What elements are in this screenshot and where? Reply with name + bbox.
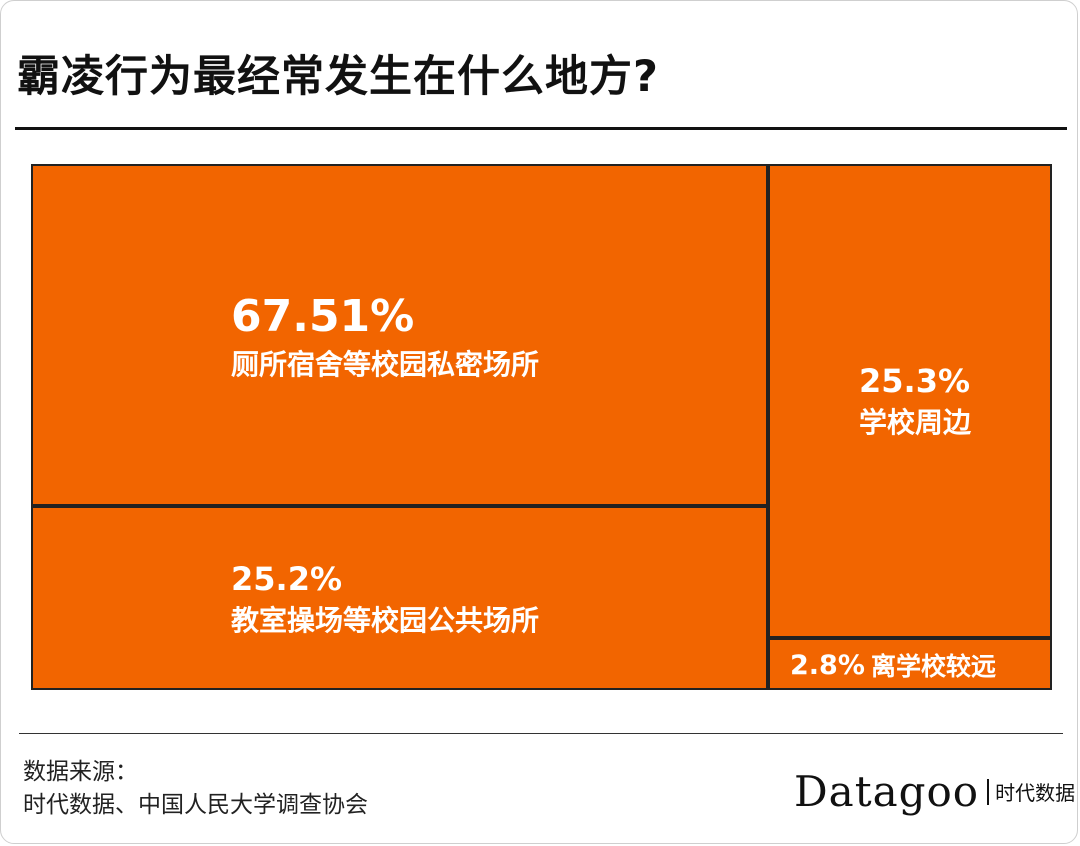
treemap-cell-private-areas [31,164,768,506]
value-label-far-from-school: 2.8% [790,650,865,681]
footer-divider [19,733,1063,734]
value-label-public-areas: 25.2% [231,560,343,598]
value-label-school-surroundings: 25.3% [859,362,971,400]
brand-sub: 时代数据 [995,781,1076,805]
source-text: 时代数据、中国人民大学调查协会 [23,792,368,818]
source-label: 数据来源： [23,759,138,785]
title-divider [15,127,1067,130]
value-label-private-areas: 67.51% [231,291,415,342]
brand-name: Datagoo [794,767,980,816]
treemap-cell-far-from-school [768,638,1052,690]
category-label-private-areas: 厕所宿舍等校园私密场所 [231,348,540,381]
brand-separator [987,778,990,805]
category-label-school-surroundings: 学校周边 [859,406,972,439]
category-label-public-areas: 教室操场等校园公共场所 [231,604,540,637]
treemap-cell-public-areas [31,506,768,690]
brand-logo: Datagoo 时代数据 [794,767,1075,816]
category-label-far-from-school: 离学校较远 [871,652,997,681]
chart-title: 霸凌行为最经常发生在什么地方? [17,52,659,102]
treemap-cell-school-surroundings [768,164,1052,638]
